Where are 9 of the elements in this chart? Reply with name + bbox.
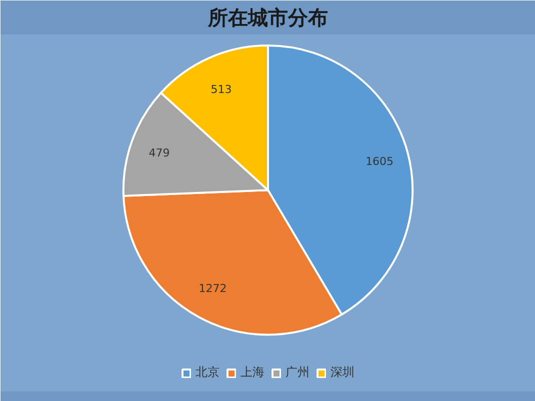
data-label: 1272 bbox=[198, 282, 227, 296]
data-label: 479 bbox=[148, 146, 170, 160]
data-label: 1605 bbox=[366, 155, 394, 168]
chart-title: 所在城市分布 bbox=[207, 6, 328, 30]
legend-label: 深圳 bbox=[330, 364, 354, 381]
legend-label: 上海 bbox=[240, 364, 264, 381]
legend-label: 广州 bbox=[286, 364, 310, 381]
data-label: 513 bbox=[210, 82, 232, 96]
legend-label: 北京 bbox=[196, 364, 220, 381]
